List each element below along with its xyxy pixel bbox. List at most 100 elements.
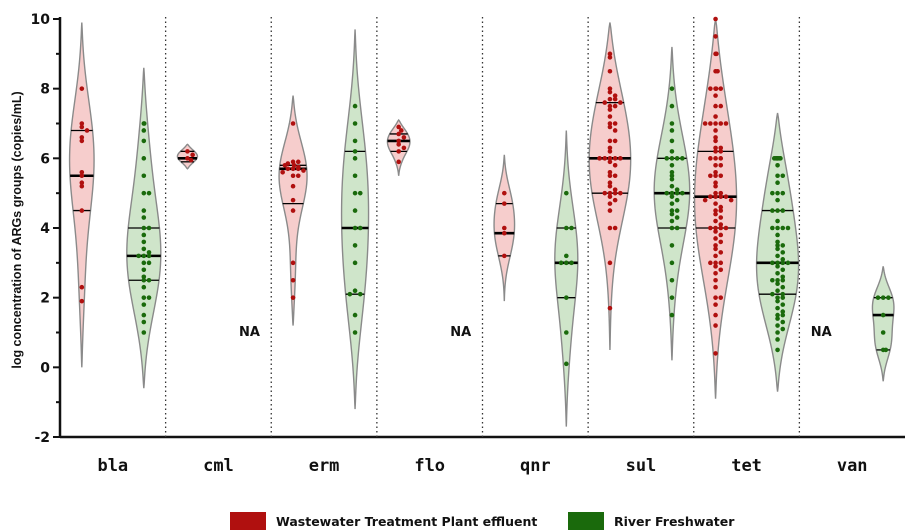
data-point xyxy=(79,298,85,304)
data-point xyxy=(136,253,141,259)
data-point xyxy=(713,145,718,151)
y-tick-label: 0 xyxy=(40,360,50,376)
data-point xyxy=(84,128,90,133)
data-point xyxy=(607,180,613,186)
violin-qnr-river xyxy=(554,130,579,427)
data-point xyxy=(674,197,680,203)
data-point xyxy=(607,156,613,161)
data-point xyxy=(141,138,147,144)
data-point xyxy=(79,86,85,91)
data-point xyxy=(612,197,618,203)
data-point xyxy=(780,295,786,300)
data-point xyxy=(718,204,724,210)
y-tick-label: 6 xyxy=(40,151,50,167)
data-point xyxy=(141,190,147,196)
data-point xyxy=(713,264,718,269)
y-axis-title: log concentration of ARGs groups (copies… xyxy=(10,91,24,368)
data-point xyxy=(558,260,564,266)
data-point xyxy=(79,183,85,189)
data-point xyxy=(780,302,786,307)
data-point xyxy=(664,156,670,161)
data-point xyxy=(607,138,613,144)
data-point xyxy=(607,305,613,311)
data-point xyxy=(146,260,152,266)
data-point xyxy=(612,121,618,126)
data-point xyxy=(775,288,780,294)
legend-swatch-river xyxy=(568,512,604,530)
data-point xyxy=(775,330,780,335)
data-point xyxy=(674,225,680,231)
data-point xyxy=(352,243,358,248)
data-point xyxy=(770,291,775,297)
data-point xyxy=(880,330,886,335)
data-point xyxy=(775,190,780,196)
data-point xyxy=(775,208,780,213)
data-point xyxy=(708,121,713,126)
data-point xyxy=(141,215,147,220)
data-point xyxy=(669,194,675,199)
data-point xyxy=(774,156,780,161)
data-point xyxy=(612,138,618,144)
na-label-van: NA xyxy=(811,325,832,340)
data-point xyxy=(708,225,713,231)
data-point xyxy=(79,169,85,175)
data-point xyxy=(669,277,675,283)
data-point xyxy=(141,260,147,266)
data-point xyxy=(141,284,147,290)
data-point xyxy=(713,163,718,168)
legend-item-river: River Freshwater xyxy=(568,512,734,530)
data-point xyxy=(607,169,613,175)
data-point xyxy=(607,208,613,213)
data-point xyxy=(352,103,358,109)
data-point xyxy=(669,121,675,126)
violin-tet-wastewater xyxy=(693,16,738,399)
data-point xyxy=(285,166,291,172)
data-point xyxy=(713,201,718,206)
violin-body xyxy=(340,29,370,410)
violin-erm-river xyxy=(340,29,370,410)
data-point xyxy=(607,121,613,126)
data-point xyxy=(713,270,718,276)
data-point xyxy=(607,114,613,119)
data-point xyxy=(290,121,296,126)
data-point xyxy=(618,190,623,196)
data-point xyxy=(141,330,147,335)
data-point xyxy=(141,277,147,283)
data-point xyxy=(607,124,613,130)
data-point xyxy=(290,173,296,179)
data-point xyxy=(618,156,623,161)
data-point xyxy=(290,166,296,172)
data-point xyxy=(295,166,301,172)
category-label-sul: sul xyxy=(626,456,657,476)
data-point xyxy=(708,194,713,199)
data-point xyxy=(669,312,675,318)
data-point xyxy=(564,225,569,231)
data-point xyxy=(669,190,675,196)
data-point xyxy=(396,142,401,147)
data-point xyxy=(718,156,724,161)
data-point xyxy=(780,274,786,280)
data-point xyxy=(713,246,718,252)
data-point xyxy=(883,347,889,353)
data-point xyxy=(718,222,724,227)
data-point xyxy=(669,128,675,133)
data-point xyxy=(597,156,602,161)
category-label-van: van xyxy=(837,456,868,476)
data-point xyxy=(775,243,780,248)
data-point xyxy=(669,156,675,161)
data-point xyxy=(702,197,708,203)
violin-body xyxy=(554,130,579,427)
data-point xyxy=(875,295,881,300)
data-point xyxy=(612,225,618,231)
data-point xyxy=(607,107,613,112)
data-point xyxy=(347,291,353,297)
data-point xyxy=(352,312,358,318)
category-label-bla: bla xyxy=(97,456,128,476)
data-point xyxy=(290,197,296,203)
data-point xyxy=(290,183,296,189)
data-point xyxy=(602,156,608,161)
data-point xyxy=(141,295,147,300)
data-point xyxy=(141,208,147,213)
violin-erm-wastewater xyxy=(278,95,308,326)
